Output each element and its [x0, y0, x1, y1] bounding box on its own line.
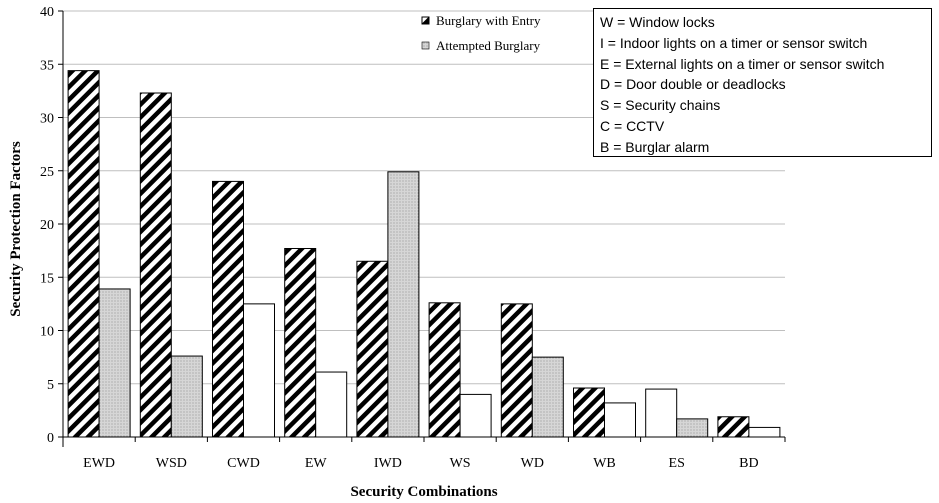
key-item-b: B = Burglar alarm [600, 138, 710, 155]
legend-swatch-attempted-burglary [421, 41, 430, 50]
bar-attempted-burglary [98, 288, 131, 438]
bar-burglary-with-entry [212, 180, 244, 438]
tick-labels: 0 5 10 15 20 25 30 35 40 EWD WSD CWD EW IWD WS WD WB ES BD [40, 5, 759, 471]
axes [62, 11, 785, 447]
legend-label-attempted-burglary: Attempted Burglary [436, 38, 541, 53]
bar-burglary-with-entry [645, 388, 678, 438]
bar-burglary-with-entry [67, 70, 100, 438]
x-tick-label: EWD [83, 456, 115, 471]
y-tick-label: 40 [40, 5, 54, 20]
bar-attempted-burglary [531, 356, 564, 438]
y-tick-label: 30 [40, 112, 54, 127]
key-item-d: D = Door double or deadlocks [600, 76, 786, 93]
x-tick-label: EW [305, 456, 328, 471]
bar-burglary-with-entry [139, 92, 172, 438]
bar-attempted-burglary [387, 171, 420, 438]
y-axis-title: Security Protection Factors [8, 141, 24, 317]
x-axis-title: Security Combinations [350, 484, 497, 500]
y-tick-label: 20 [40, 218, 54, 233]
bar-attempted-burglary [170, 355, 203, 438]
legend-label-burglary-with-entry: Burglary with Entry [436, 13, 541, 28]
x-tick-label: CWD [227, 456, 260, 471]
legend-swatch-burglary-with-entry [421, 16, 430, 25]
legend: Burglary with Entry Attempted Burglary [421, 13, 541, 53]
bar-burglary-with-entry [284, 247, 317, 438]
bar-attempted-burglary [748, 426, 781, 438]
x-tick-label: BD [739, 456, 758, 471]
abbreviation-key: W = Window locks I = Indoor lights on a … [593, 8, 932, 157]
bar-attempted-burglary [604, 402, 636, 438]
bar-attempted-burglary [676, 418, 709, 438]
bar-burglary-with-entry [428, 302, 461, 438]
y-tick-label: 5 [47, 378, 54, 393]
bar-burglary-with-entry [573, 387, 605, 438]
key-item-i: I = Indoor lights on a timer or sensor s… [600, 34, 868, 51]
bar-attempted-burglary [459, 393, 492, 438]
y-tick-label: 35 [40, 58, 54, 73]
key-item-w: W = Window locks [600, 14, 715, 30]
y-tick-label: 0 [47, 431, 54, 446]
x-tick-label: WSD [156, 456, 187, 471]
y-tick-label: 10 [40, 325, 54, 340]
key-item-c: C = CCTV [600, 117, 665, 134]
bars [67, 70, 781, 438]
bar-burglary-with-entry [356, 260, 389, 438]
key-item-s: S = Security chains [600, 97, 721, 114]
x-tick-label: WS [450, 456, 471, 471]
x-tick-label: IWD [374, 456, 402, 471]
y-tick-label: 15 [40, 271, 54, 286]
bar-burglary-with-entry [717, 416, 750, 438]
x-tick-label: WD [521, 456, 544, 471]
bar-burglary-with-entry [500, 303, 533, 438]
bar-attempted-burglary [243, 303, 275, 438]
key-item-e: E = External lights on a timer or sensor… [600, 55, 885, 72]
bar-attempted-burglary [315, 371, 348, 438]
x-tick-label: ES [669, 456, 685, 471]
x-tick-label: WB [593, 456, 616, 471]
y-tick-label: 25 [40, 165, 54, 180]
